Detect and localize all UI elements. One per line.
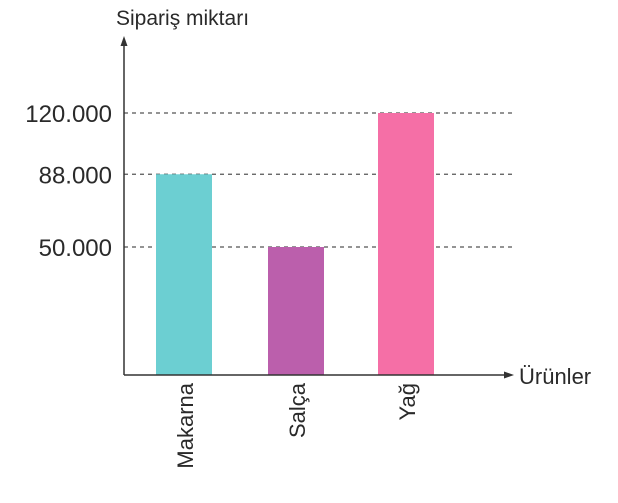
bars (156, 113, 434, 375)
x-tick-label: Salça (285, 382, 310, 438)
axes (120, 36, 514, 379)
x-axis-arrow-icon (504, 371, 514, 379)
bar-salça (268, 247, 324, 375)
y-axis-arrow-icon (120, 36, 128, 46)
y-tick-label: 88.000 (39, 162, 112, 189)
x-axis-title: Ürünler (519, 364, 591, 389)
y-tick-label: 50.000 (39, 235, 112, 262)
x-tick-label: Makarna (173, 382, 198, 468)
y-tick-labels: 50.000 88.000 120.000 (25, 101, 112, 262)
x-tick-labels: Makarna Salça Yağ (173, 382, 420, 468)
bar-makarna (156, 174, 212, 375)
y-axis-title: Sipariş miktarı (116, 7, 249, 30)
y-tick-label: 120.000 (25, 101, 112, 128)
bar-yağ (378, 113, 434, 375)
x-tick-label: Yağ (395, 383, 420, 421)
